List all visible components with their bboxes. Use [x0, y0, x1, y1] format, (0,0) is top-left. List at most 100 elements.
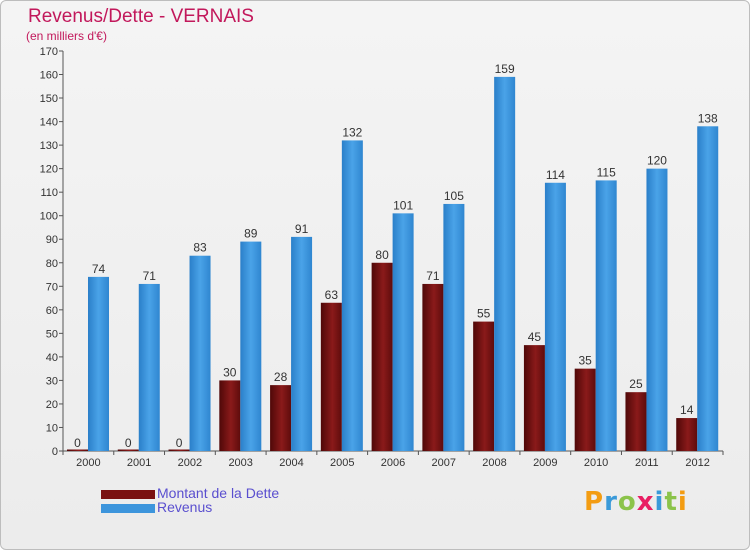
data-label: 159	[495, 62, 515, 76]
bar-revenus	[443, 203, 465, 451]
bar-dette	[270, 385, 292, 451]
data-label: 132	[342, 125, 362, 139]
logo-letter: o	[617, 487, 637, 517]
data-label: 45	[528, 330, 542, 344]
y-tick-label: 120	[40, 164, 58, 176]
bar-dette	[574, 368, 596, 451]
x-tick-label: 2008	[482, 457, 506, 469]
y-tick-label: 100	[40, 211, 58, 223]
data-label: 105	[444, 189, 464, 203]
data-label: 0	[176, 436, 183, 450]
x-tick-label: 2010	[584, 457, 608, 469]
data-label: 14	[680, 403, 694, 417]
x-tick-label: 2005	[330, 457, 354, 469]
data-label: 115	[597, 165, 616, 179]
data-label: 91	[295, 222, 309, 236]
bar-revenus	[240, 241, 262, 451]
data-label: 25	[629, 377, 643, 391]
x-tick-label: 2002	[178, 457, 202, 469]
x-tick-label: 2000	[76, 457, 100, 469]
y-tick-label: 40	[46, 352, 58, 364]
y-tick-label: 30	[46, 375, 58, 387]
bar-revenus	[88, 276, 109, 451]
y-tick-label: 0	[52, 446, 58, 458]
bar-dette	[67, 449, 88, 451]
data-label: 30	[223, 365, 237, 379]
logo-letter: t	[664, 487, 678, 517]
data-label: 114	[546, 168, 565, 182]
legend-label-dette: Montant de la Dette	[157, 485, 280, 501]
data-label: 120	[647, 154, 667, 168]
bar-dette	[625, 392, 647, 451]
data-label: 74	[92, 262, 106, 276]
y-tick-label: 20	[46, 399, 58, 411]
bar-revenus	[291, 236, 313, 451]
legend-swatch-revenus	[101, 504, 155, 513]
y-tick-label: 60	[46, 305, 58, 317]
data-label: 71	[426, 269, 440, 283]
data-label: 35	[579, 354, 593, 368]
y-tick-label: 10	[46, 422, 58, 434]
logo-letter: i	[677, 487, 688, 517]
data-label: 101	[393, 198, 413, 212]
x-tick-label: 2011	[635, 457, 659, 469]
bar-dette	[473, 321, 495, 451]
y-tick-label: 90	[46, 234, 58, 246]
bar-revenus	[544, 182, 566, 451]
bar-revenus	[138, 283, 160, 451]
x-tick-label: 2007	[432, 457, 456, 469]
bar-dette	[371, 262, 393, 451]
y-tick-label: 140	[40, 117, 58, 129]
x-tick-label: 2004	[279, 457, 303, 469]
bars	[67, 76, 719, 452]
y-tick-label: 160	[40, 70, 58, 82]
bar-revenus	[595, 180, 617, 452]
bar-dette	[523, 345, 545, 451]
y-tick-label: 110	[40, 187, 58, 199]
y-tick-label: 130	[40, 140, 58, 152]
y-tick-label: 150	[40, 93, 58, 105]
data-label: 83	[193, 241, 207, 255]
data-label: 80	[375, 248, 389, 262]
bar-dette	[320, 302, 342, 451]
bar-revenus	[494, 76, 516, 451]
data-label: 55	[477, 307, 491, 321]
x-tick-label: 2001	[127, 457, 151, 469]
proxiti-logo: Proxiti	[584, 487, 688, 517]
logo-letter: i	[654, 487, 665, 517]
chart-subtitle: (en milliers d'€)	[26, 29, 107, 43]
logo-letter: P	[584, 487, 605, 517]
data-label: 71	[143, 269, 157, 283]
data-label: 138	[698, 111, 718, 125]
data-label: 28	[274, 370, 288, 384]
data-label: 0	[74, 436, 81, 450]
bar-dette	[168, 449, 190, 451]
logo-letter: r	[604, 487, 618, 517]
bar-revenus	[646, 168, 668, 451]
bar-revenus	[392, 213, 414, 451]
data-label: 89	[244, 227, 258, 241]
bar-revenus	[697, 126, 719, 451]
data-label: 63	[325, 288, 339, 302]
x-tick-label: 2006	[381, 457, 405, 469]
bar-dette	[117, 449, 139, 451]
y-tick-label: 80	[46, 258, 58, 270]
bar-dette	[219, 380, 241, 451]
bar-dette	[422, 283, 444, 451]
bar-dette	[676, 418, 698, 451]
legend-label-revenus: Revenus	[157, 499, 213, 515]
bar-revenus	[341, 140, 363, 452]
legend-swatch-dette	[101, 490, 155, 499]
y-tick-label: 70	[46, 281, 58, 293]
data-label: 0	[125, 436, 132, 450]
x-tick-label: 2003	[228, 457, 252, 469]
data-labels: 0 74 0 71 0 83 30 89 28 91 63 132 80 101 71 105 55 159 45 1…	[74, 62, 718, 450]
x-tick-label: 2012	[685, 457, 709, 469]
chart-title: Revenus/Dette - VERNAIS	[28, 6, 254, 27]
y-tick-label: 170	[40, 46, 58, 58]
logo-letter: x	[636, 487, 655, 517]
bar-revenus	[189, 255, 211, 451]
y-tick-label: 50	[46, 328, 58, 340]
